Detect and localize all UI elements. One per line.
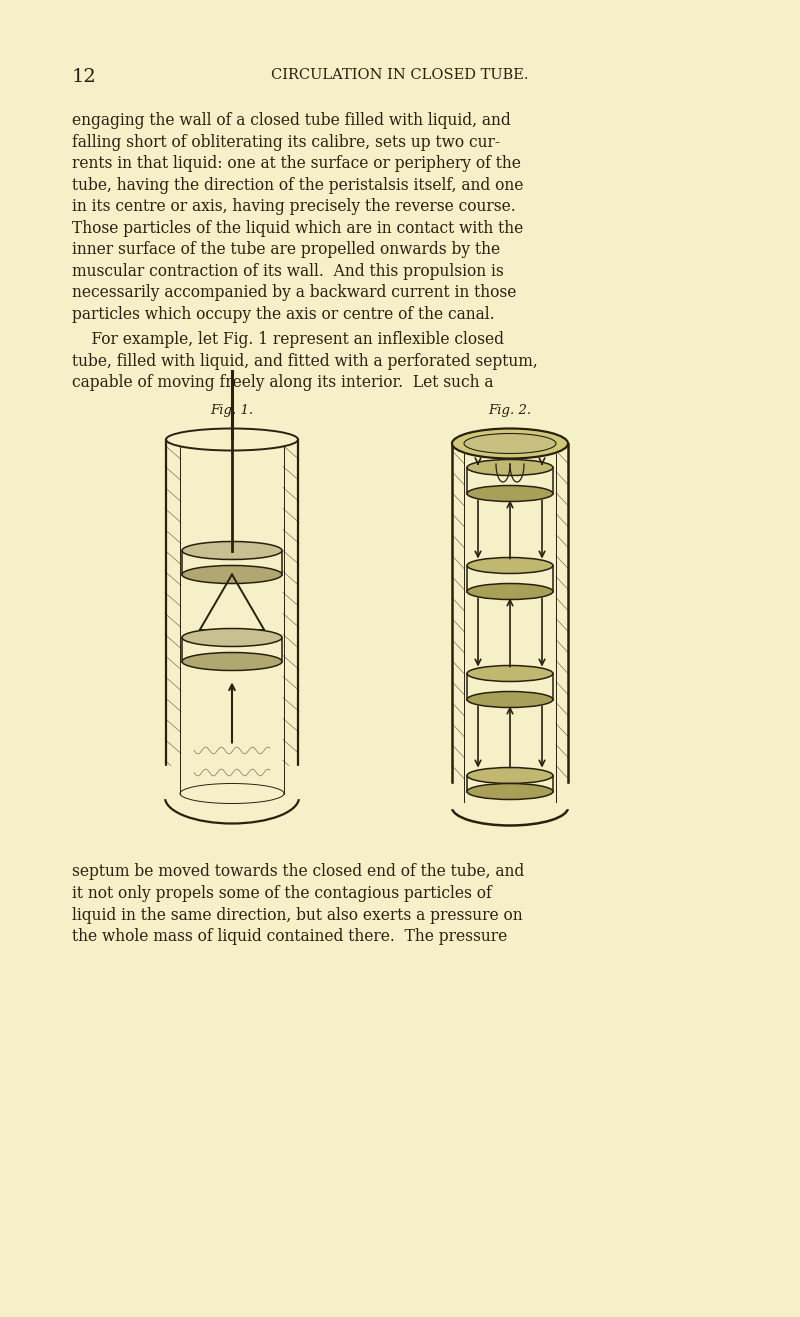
Text: rents in that liquid: one at the surface or periphery of the: rents in that liquid: one at the surface… <box>72 155 521 173</box>
Text: 12: 12 <box>72 68 97 86</box>
Ellipse shape <box>182 652 282 670</box>
Text: septum be moved towards the closed end of the tube, and: septum be moved towards the closed end o… <box>72 864 524 881</box>
Ellipse shape <box>467 784 553 799</box>
Ellipse shape <box>452 428 568 458</box>
Ellipse shape <box>467 460 553 475</box>
Text: it not only propels some of the contagious particles of: it not only propels some of the contagio… <box>72 885 492 902</box>
Text: muscular contraction of its wall.  And this propulsion is: muscular contraction of its wall. And th… <box>72 262 504 279</box>
Ellipse shape <box>467 665 553 681</box>
Text: For example, let Fig. 1 represent an inflexible closed: For example, let Fig. 1 represent an inf… <box>72 331 504 348</box>
Ellipse shape <box>182 541 282 560</box>
Ellipse shape <box>182 565 282 583</box>
Text: the whole mass of liquid contained there.  The pressure: the whole mass of liquid contained there… <box>72 928 507 946</box>
Text: falling short of obliterating its calibre, sets up two cur-: falling short of obliterating its calibr… <box>72 133 500 150</box>
Text: particles which occupy the axis or centre of the canal.: particles which occupy the axis or centr… <box>72 306 494 323</box>
Text: tube, filled with liquid, and fitted with a perforated septum,: tube, filled with liquid, and fitted wit… <box>72 353 538 370</box>
Text: tube, having the direction of the peristalsis itself, and one: tube, having the direction of the perist… <box>72 176 523 194</box>
Text: Fig. 2.: Fig. 2. <box>489 403 531 416</box>
Ellipse shape <box>467 768 553 784</box>
Text: Fig. 1.: Fig. 1. <box>210 403 254 416</box>
Text: necessarily accompanied by a backward current in those: necessarily accompanied by a backward cu… <box>72 284 516 302</box>
Ellipse shape <box>467 486 553 502</box>
Ellipse shape <box>464 433 556 453</box>
Text: liquid in the same direction, but also exerts a pressure on: liquid in the same direction, but also e… <box>72 906 522 923</box>
Text: CIRCULATION IN CLOSED TUBE.: CIRCULATION IN CLOSED TUBE. <box>271 68 529 82</box>
Ellipse shape <box>467 583 553 599</box>
Ellipse shape <box>467 691 553 707</box>
Text: in its centre or axis, having precisely the reverse course.: in its centre or axis, having precisely … <box>72 198 516 215</box>
Text: engaging the wall of a closed tube filled with liquid, and: engaging the wall of a closed tube fille… <box>72 112 510 129</box>
Text: capable of moving freely along its interior.  Let such a: capable of moving freely along its inter… <box>72 374 494 391</box>
Text: inner surface of the tube are propelled onwards by the: inner surface of the tube are propelled … <box>72 241 500 258</box>
Ellipse shape <box>182 628 282 647</box>
Ellipse shape <box>467 557 553 573</box>
Text: Those particles of the liquid which are in contact with the: Those particles of the liquid which are … <box>72 220 523 237</box>
